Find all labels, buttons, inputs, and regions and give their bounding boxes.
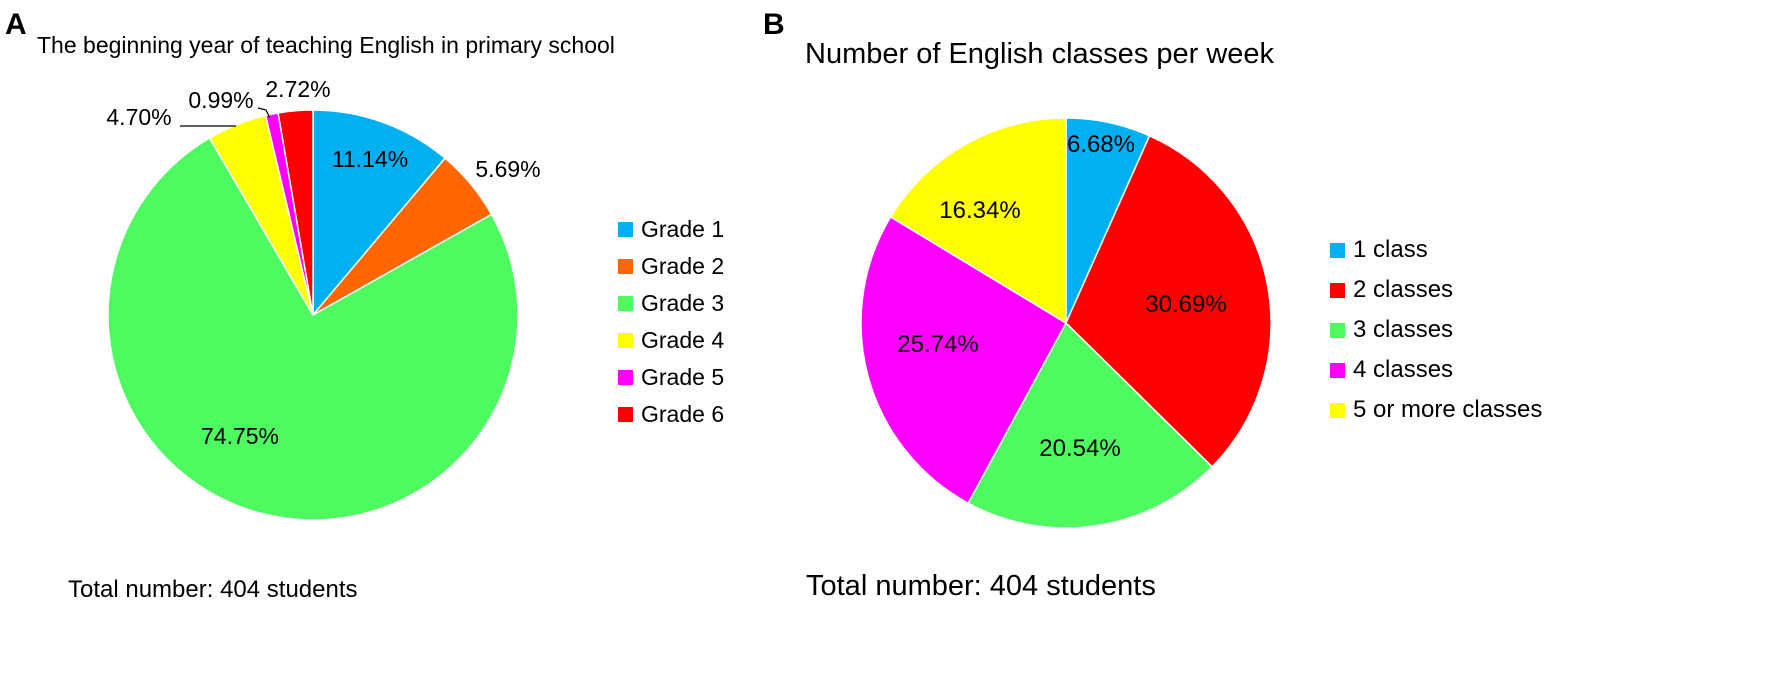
legend-item-grade-1: Grade 1	[618, 211, 724, 248]
panel-a-letter: A	[5, 8, 27, 41]
legend-label: Grade 1	[641, 216, 725, 242]
data-label: 11.14%	[332, 146, 408, 172]
panel-b-letter: B	[763, 8, 785, 41]
data-label: 20.54%	[1039, 435, 1120, 462]
data-label: 0.99%	[188, 87, 253, 113]
data-label: 30.69%	[1145, 291, 1226, 318]
legend-swatch	[1330, 402, 1345, 418]
data-label: 5.69%	[475, 156, 540, 182]
legend-label: Grade 6	[641, 401, 725, 427]
chart-a-footer: Total number: 404 students	[68, 576, 358, 603]
legend-item-1-class: 1 class	[1330, 230, 1542, 270]
legend-item-grade-5: Grade 5	[618, 359, 724, 396]
legend-label: 3 classes	[1353, 316, 1454, 343]
data-label: 4.70%	[106, 104, 171, 130]
legend-swatch	[618, 333, 633, 348]
legend-a: Grade 1 Grade 2 Grade 3 Grade 4 Grade 5 Grade…	[618, 211, 724, 433]
legend-item-3-classes: 3 classes	[1330, 310, 1542, 350]
legend-swatch	[1330, 322, 1345, 338]
pie-slice-3-classes	[967, 321, 1214, 529]
legend-swatch	[618, 296, 633, 311]
legend-label: 4 classes	[1353, 356, 1454, 383]
pie-slice-grade-6	[277, 109, 314, 316]
pie-slice-grade-3	[107, 136, 519, 521]
legend-swatch	[618, 259, 633, 274]
legend-swatch	[618, 222, 633, 237]
legend-swatch	[1330, 362, 1345, 378]
data-label: 74.75%	[201, 423, 279, 449]
legend-label: 5 or more classes	[1353, 396, 1543, 423]
pie-slice-grade-1	[312, 109, 447, 318]
legend-item-2-classes: 2 classes	[1330, 270, 1542, 310]
legend-item-5-or-more-classes: 5 or more classes	[1330, 390, 1542, 430]
legend-swatch	[618, 407, 633, 422]
data-label: 6.68%	[1067, 131, 1135, 158]
legend-item-4-classes: 4 classes	[1330, 350, 1542, 390]
chart-b-title: Number of English classes per week	[805, 38, 1275, 70]
leader-line	[257, 107, 271, 119]
legend-label: Grade 3	[641, 290, 725, 316]
legend-label: Grade 4	[641, 327, 725, 353]
pie-slice-5-or-more-classes	[889, 117, 1067, 325]
legend-label: 2 classes	[1353, 276, 1454, 303]
pie-slice-2-classes	[1065, 134, 1272, 468]
data-label: 16.34%	[939, 197, 1020, 224]
legend-label: Grade 2	[641, 253, 725, 279]
chart-b-footer: Total number: 404 students	[806, 570, 1156, 602]
legend-item-grade-4: Grade 4	[618, 322, 724, 359]
legend-swatch	[618, 370, 633, 385]
legend-swatch	[1330, 282, 1345, 298]
data-label: 25.74%	[897, 331, 978, 358]
chart-a-title: The beginning year of teaching English i…	[37, 32, 615, 58]
pie-slice-4-classes	[860, 215, 1068, 505]
data-label: 2.72%	[265, 76, 330, 102]
legend-item-grade-2: Grade 2	[618, 248, 724, 285]
legend-label: Grade 5	[641, 364, 725, 390]
legend-item-grade-6: Grade 6	[618, 396, 724, 433]
legend-b: 1 class 2 classes 3 classes 4 classes 5 or m…	[1330, 230, 1542, 430]
legend-swatch	[1330, 242, 1345, 258]
legend-label: 1 class	[1353, 236, 1428, 263]
legend-item-grade-3: Grade 3	[618, 285, 724, 322]
